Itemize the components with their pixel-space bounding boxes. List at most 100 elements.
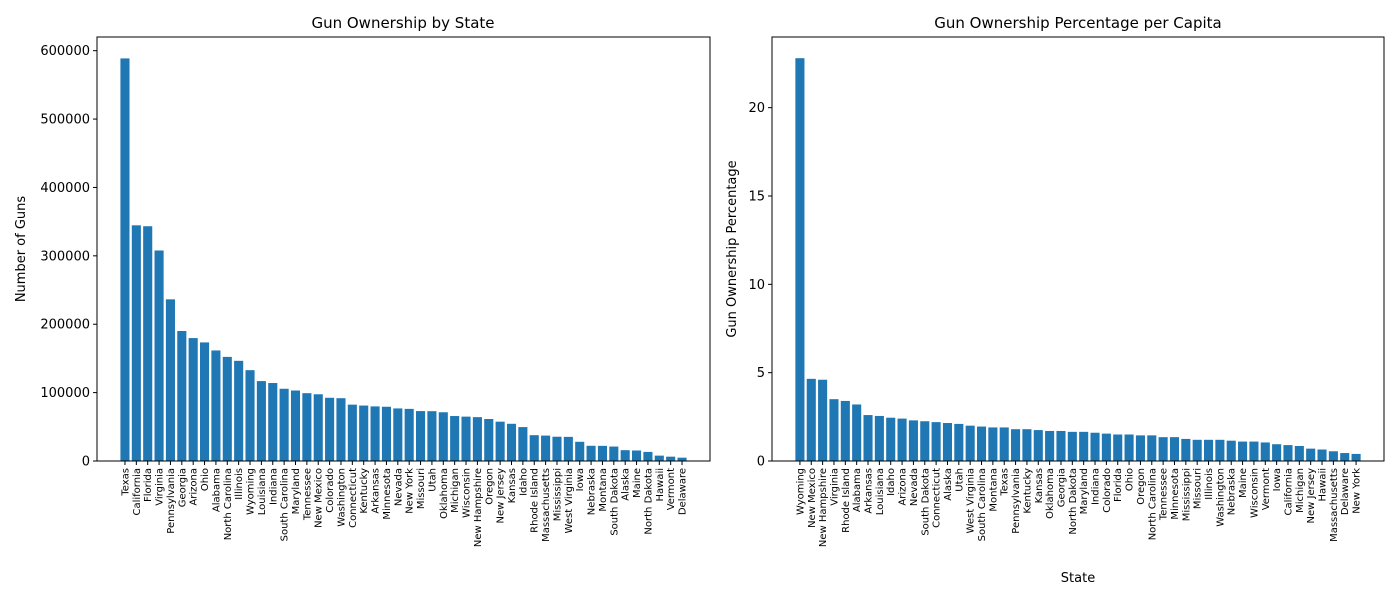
right-chart-x-tick-labels: Wyoming New Mexico New Hampshire Virginia Rh…	[795, 461, 1363, 547]
right-chart-category-label: Rhode Island	[841, 468, 852, 533]
left-chart-bar	[472, 417, 482, 461]
right-chart-category-label: Florida	[1113, 468, 1124, 502]
left-chart-category-label: South Dakota	[609, 468, 620, 536]
left-chart-bar	[404, 408, 414, 461]
right-chart-category-label: Texas	[1000, 468, 1011, 497]
left-chart-category-label: New York	[405, 468, 416, 514]
left-chart-bar	[484, 419, 494, 461]
right-chart-category-label: Utah	[954, 468, 965, 492]
left-chart-category-label: Oregon	[484, 468, 495, 505]
right-chart-category-label: South Carolina	[977, 468, 988, 541]
right-chart-frame	[771, 36, 1385, 462]
right-chart-category-label: Hawaii	[1318, 468, 1329, 502]
left-chart-bar	[177, 331, 187, 461]
left-chart-bar	[506, 423, 517, 461]
left-chart-category-label: California	[132, 468, 143, 516]
right-chart-category-label: Arizona	[898, 468, 909, 506]
right-chart-category-label: Georgia	[1056, 468, 1067, 507]
right-chart-bar	[1283, 445, 1293, 461]
right-chart-bar	[1294, 445, 1304, 461]
left-chart-bar	[336, 398, 346, 461]
right-chart-category-label: Idaho	[886, 468, 897, 496]
left-chart-category-label: Arkansas	[371, 468, 382, 514]
left-chart-bar	[552, 436, 562, 461]
right-chart-y-ticks: 0 5 10 15 20	[748, 101, 772, 470]
left-chart-category-label: Iowa	[575, 468, 586, 491]
left-chart-bar	[495, 421, 505, 461]
right-chart-category-label: Ohio	[1125, 468, 1136, 491]
left-chart-bar	[461, 416, 471, 461]
right-chart-category-label: Michigan	[1295, 468, 1306, 513]
right-chart-category-label: Tennessee	[1159, 468, 1170, 521]
right-chart-bar	[1033, 430, 1043, 461]
right-chart-category-label: New Hampshire	[818, 468, 829, 547]
left-chart-bar	[597, 445, 607, 461]
right-chart-category-label: Oklahoma	[1045, 468, 1056, 519]
left-chart-bar	[131, 225, 141, 461]
left-chart-bar	[575, 441, 585, 461]
right-chart-category-label: Kentucky	[1022, 468, 1033, 514]
right-chart-bar	[1260, 442, 1270, 461]
right-chart-bar	[886, 417, 896, 461]
right-chart-bar	[1215, 439, 1225, 461]
right-chart-category-label: Alabama	[852, 468, 863, 512]
right-chart-category-label: Delaware	[1340, 468, 1351, 515]
right-chart-bar	[1056, 430, 1066, 461]
right-chart-category-label: Virginia	[829, 468, 840, 506]
left-chart-bars	[120, 58, 687, 461]
right-chart-bar	[1226, 440, 1236, 461]
left-chart-category-label: Wisconsin	[462, 468, 473, 518]
left-chart-bar	[256, 381, 266, 461]
left-chart-bar	[609, 446, 619, 461]
right-chart-bar	[942, 423, 953, 461]
left-chart-category-label: Virginia	[155, 468, 166, 506]
left-chart-category-label: New Mexico	[314, 468, 325, 528]
left-chart-category-label: Nevada	[393, 468, 404, 506]
right-chart-category-label: Iowa	[1272, 468, 1283, 491]
left-chart-bar	[302, 393, 312, 461]
left-chart-frame	[96, 36, 711, 462]
left-chart-bar	[290, 390, 301, 461]
right-chart-bar	[1306, 448, 1316, 461]
left-chart-bar	[381, 406, 391, 461]
left-chart-bar	[200, 342, 210, 461]
right-chart-bar	[1272, 444, 1282, 461]
left-chart-category-label: Hawaii	[655, 468, 666, 502]
right-chart-category-label: Minnesota	[1170, 468, 1181, 520]
left-chart-category-label: North Carolina	[223, 468, 234, 540]
left-chart-bar	[529, 435, 539, 461]
right-chart-bars	[795, 58, 1361, 461]
left-chart-category-label: Delaware	[678, 468, 689, 515]
left-chart-bar	[518, 427, 528, 461]
right-chart-bar	[818, 379, 828, 461]
left-chart-category-label: Alaska	[621, 468, 632, 501]
right-chart-category-label: Mississippi	[1181, 468, 1192, 521]
left-chart-category-label: Minnesota	[382, 468, 393, 520]
right-chart-bar	[874, 415, 884, 461]
right-chart-bar	[1011, 429, 1021, 461]
right-chart-bar	[1328, 451, 1338, 461]
left-chart-bar	[563, 436, 573, 461]
left-chart-bar	[347, 404, 357, 461]
left-chart-category-label: New Jersey	[496, 468, 507, 524]
right-chart-bar	[1022, 429, 1032, 461]
left-chart-ytick-label: 500000	[40, 113, 90, 128]
right-chart-xlabel: State	[1061, 571, 1095, 586]
left-chart-category-label: Kentucky	[359, 468, 370, 514]
right-chart-bar	[1192, 439, 1202, 461]
right-chart-bar	[988, 427, 998, 461]
left-chart-bar	[143, 226, 153, 461]
right-chart-bar	[1203, 439, 1214, 461]
left-chart-x-tick-labels: Texas California Florida Virginia Pennsylvan…	[120, 461, 689, 547]
right-chart-category-label: Missouri	[1193, 468, 1204, 509]
left-chart-category-label: North Dakota	[643, 468, 654, 535]
right-chart-category-label: Washington	[1215, 468, 1226, 527]
left-chart-panel: Gun Ownership by State Number of Guns 0 1…	[14, 14, 711, 547]
left-chart-bar	[313, 394, 323, 461]
right-chart-bar	[1340, 453, 1350, 461]
right-chart-bar	[1135, 435, 1145, 461]
right-chart-category-label: Nebraska	[1227, 468, 1238, 515]
left-chart-title: Gun Ownership by State	[311, 14, 494, 32]
left-chart-bar	[393, 408, 403, 461]
right-chart-bar	[1079, 431, 1089, 461]
